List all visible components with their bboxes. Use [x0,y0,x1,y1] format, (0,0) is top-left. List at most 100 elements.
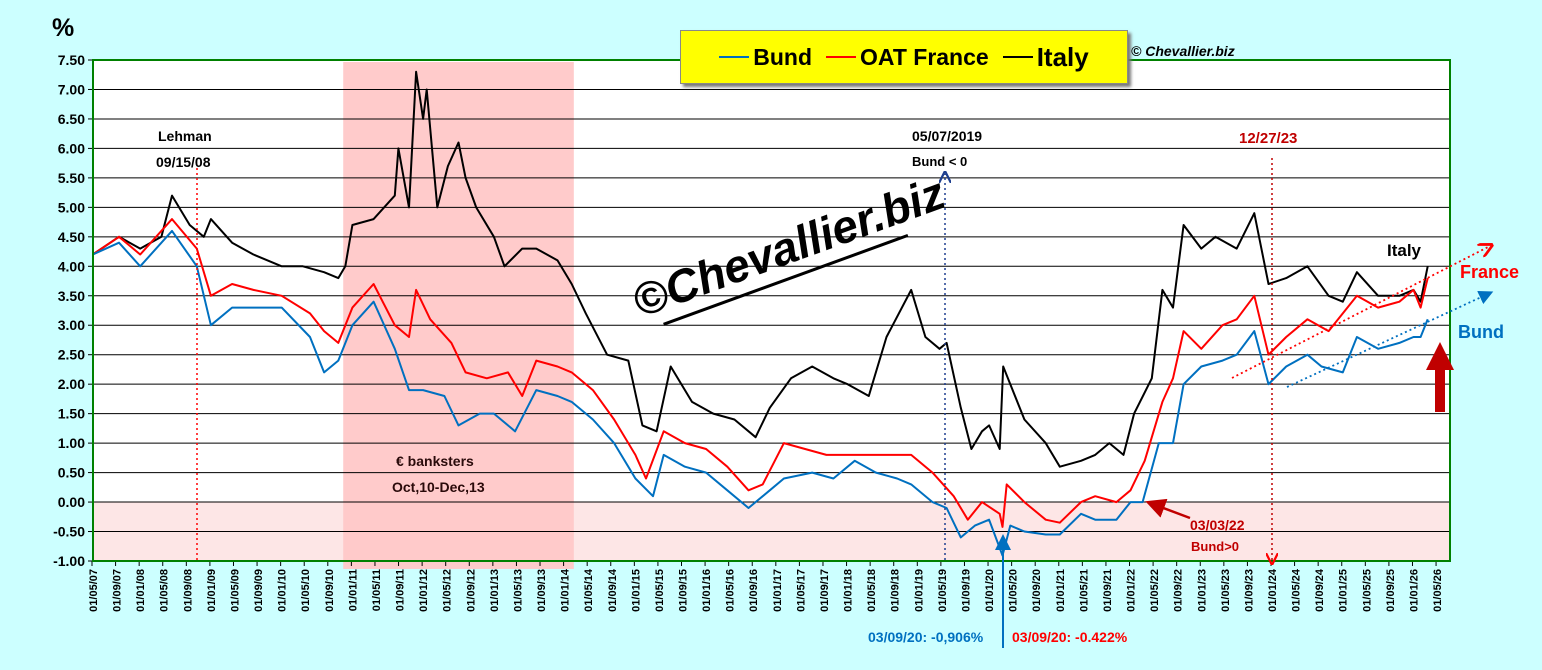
x-tick-label: 01/01/17 [772,569,784,612]
lehman-title: Lehman [158,128,212,144]
y-unit-label: % [52,14,75,42]
x-tick-label: 01/01/09 [206,569,218,612]
x-tick-label: 01/01/11 [347,569,359,611]
x-tick-label: 01/01/24 [1267,568,1279,612]
series-lines [92,70,1429,557]
y-tick-label: -0.50 [53,524,85,540]
x-tick-label: 01/05/26 [1432,569,1444,612]
x-tick-label: 01/01/15 [630,569,642,612]
y-tick-label: 2.50 [58,347,85,363]
x-tick-label: 01/01/26 [1408,569,1420,612]
bund-negative-date: 05/07/2019 [912,128,982,144]
y-tick-label: 0.00 [58,494,85,510]
dec-2023-date: 12/27/23 [1239,130,1297,147]
x-tick-label: 01/01/10 [277,569,289,612]
x-tick-label: 01/05/23 [1220,569,1232,612]
y-tick-label: -1.00 [53,553,85,569]
y-tick-label: 6.50 [58,111,85,127]
x-tick-label: 01/09/23 [1243,569,1255,612]
x-tick-label: 01/05/10 [300,569,312,612]
y-tick-label: 3.00 [58,317,85,333]
series-line-oat-france [92,218,1429,528]
x-tick-label: 01/05/20 [1008,569,1020,612]
x-tick-label: 01/09/21 [1102,569,1114,612]
x-tick-label: 01/09/24 [1314,568,1326,612]
x-tick-label: 01/09/11 [395,569,407,611]
x-tick-label: 01/09/22 [1173,569,1185,612]
x-tick-label: 01/01/25 [1338,569,1350,612]
x-tick-label: 01/09/12 [465,569,477,612]
y-tick-label: 5.50 [58,170,85,186]
x-tick-label: 01/01/21 [1055,569,1067,612]
x-tick-label: 01/09/14 [607,568,619,612]
x-tick-label: 01/05/11 [371,569,383,611]
x-tick-label: 01/01/16 [701,569,713,612]
y-tick-labels: 7.50 7.00 6.50 6.00 5.50 5.00 4.50 4.00 3.50 3.00… [53,52,85,569]
legend-item-oat-france: OAT France [826,44,989,71]
x-tick-label: 01/09/18 [890,569,902,612]
y-tick-label: 7.50 [58,52,85,68]
lehman-date: 09/15/08 [156,154,211,170]
italy-label: Italy [1387,241,1422,260]
banksters-title: € banksters [396,453,474,469]
bund-positive-arrow [1145,498,1191,520]
x-tick-label: 01/05/18 [866,569,878,612]
x-tick-label: 01/05/07 [88,569,100,612]
series-line-bund [92,229,1429,557]
x-tick-label: 01/01/08 [135,569,147,612]
x-tick-label: 01/09/09 [253,569,265,612]
x-tick-label: 01/09/17 [819,569,831,612]
y-tick-label: 2.00 [58,376,85,392]
x-tick-label: 01/09/13 [536,569,548,612]
x-tick-label: 01/09/25 [1385,569,1397,612]
x-tick-label: 01/05/16 [725,569,737,612]
x-tick-label: 01/05/09 [229,569,241,612]
x-tick-label: 01/05/13 [512,569,524,612]
legend-item-italy: Italy [1002,42,1089,73]
y-tick-label: 7.00 [58,81,85,97]
up-arrow-icon [1426,342,1454,412]
x-tick-label: 01/09/07 [112,569,124,612]
france-label: France [1460,262,1519,282]
x-tick-label: 01/05/19 [937,569,949,612]
legend: Bund OAT France Italy [680,30,1128,84]
x-tick-label: 01/05/21 [1078,569,1090,612]
x-tick-label: 01/05/08 [159,569,171,612]
bund-label: Bund [1458,322,1504,342]
y-tick-label: 4.50 [58,229,85,245]
x-tick-label: 01/01/20 [984,569,996,612]
bund-trend-line [1286,291,1494,388]
y-tick-label: 3.50 [58,288,85,304]
x-tick-label: 01/09/19 [960,569,972,612]
x-tick-label: 01/05/17 [795,569,807,612]
x-tick-label: 01/09/16 [748,569,760,612]
bund-positive-text: Bund>0 [1191,539,1239,554]
plot-area [93,60,1450,561]
x-tick-labels: 01/05/07 01/09/07 01/01/08 01/05/08 01/09/08… [88,568,1444,612]
x-tick-label: 01/05/25 [1361,569,1373,612]
bund-positive-date: 03/03/22 [1190,517,1245,533]
oat-min-label: 03/09/20: -0.422% [1012,629,1128,645]
x-tick-label: 01/01/18 [843,569,855,612]
x-tick-label: 01/05/24 [1291,568,1303,612]
bund-min-label: 03/09/20: -0,906% [868,629,984,645]
x-tick-label: 01/01/23 [1196,569,1208,612]
x-tick-label: 01/05/14 [583,568,595,612]
bund-negative-text: Bund < 0 [912,154,967,169]
y-tick-label: 1.50 [58,406,85,422]
x-tick-label: 01/05/12 [442,569,454,612]
y-tick-label: 4.00 [58,258,85,274]
x-tick-label: 01/01/13 [489,569,501,612]
x-tick-label: 01/09/20 [1031,569,1043,612]
y-tick-label: 0.50 [58,465,85,481]
copyright-text: © Chevallier.biz [1131,43,1235,59]
x-tick-label: 01/09/10 [324,569,336,612]
x-tick-label: 01/01/22 [1126,569,1138,612]
series-line-italy [92,70,1429,468]
x-tick-label: 01/01/12 [418,569,430,612]
x-tick-label: 01/09/15 [678,569,690,612]
banksters-period: Oct,10-Dec,13 [392,479,485,495]
x-tick-label: 01/09/08 [182,569,194,612]
